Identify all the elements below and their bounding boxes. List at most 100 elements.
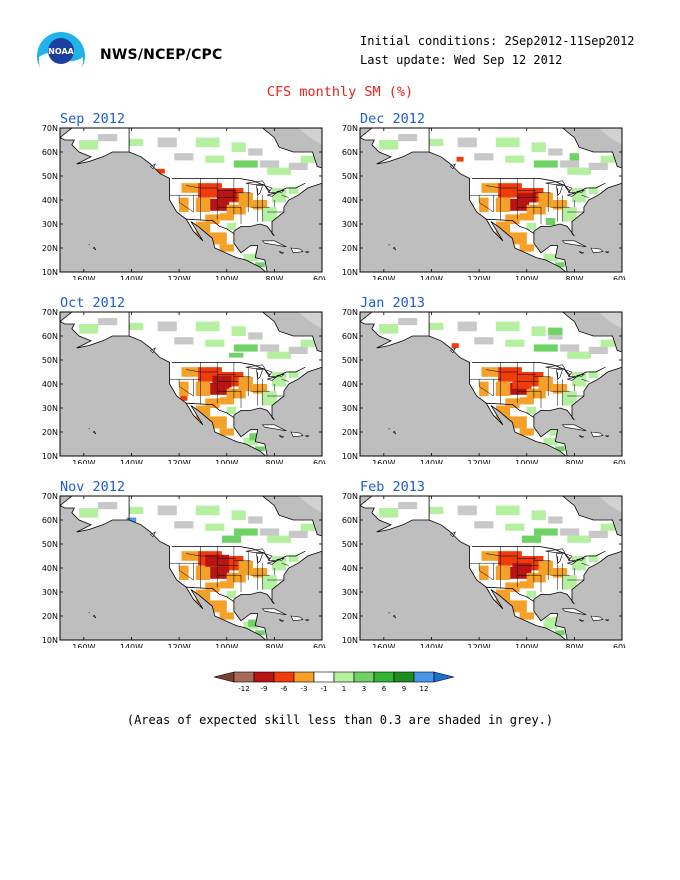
anomaly-cell (260, 528, 280, 536)
anomaly-cell (255, 630, 265, 636)
anomaly-cell (505, 523, 525, 531)
y-tick-label: 50N (42, 356, 58, 365)
anomaly-cell (174, 153, 194, 161)
anomaly-cell (252, 568, 268, 578)
anomaly-cell (231, 510, 246, 520)
x-tick-label: 160W (372, 275, 395, 280)
anomaly-cell (288, 530, 308, 538)
anomaly-cell (379, 324, 399, 334)
anomaly-cell (267, 167, 291, 175)
y-tick-label: 20N (42, 428, 58, 437)
anomaly-cell (205, 523, 225, 531)
anomaly-cell (129, 322, 144, 330)
anomaly-cell (252, 384, 268, 394)
x-tick-label: 80W (565, 275, 583, 280)
y-tick-label: 60N (342, 148, 358, 157)
anomaly-cell (219, 213, 234, 221)
anomaly-cell (552, 568, 568, 578)
x-tick-label: 140W (120, 275, 143, 280)
anomaly-cell (255, 262, 265, 268)
anomaly-cell (267, 351, 291, 359)
anomaly-cell (79, 140, 99, 150)
anomaly-cell (248, 619, 263, 627)
x-tick-label: 60W (613, 459, 626, 464)
anomaly-cell (474, 153, 494, 161)
x-tick-label: 80W (565, 643, 583, 648)
panel-title-1: Dec 2012 (360, 111, 426, 127)
colorbar-swatch (253, 671, 275, 683)
anomaly-cell (474, 521, 494, 529)
anomaly-cell (474, 337, 494, 345)
anomaly-cell (555, 630, 565, 636)
anomaly-cell (126, 517, 137, 523)
anomaly-layer (79, 502, 315, 638)
anomaly-cell (217, 189, 237, 202)
anomaly-cell (262, 575, 277, 590)
footnote: (Areas of expected skill less than 0.3 a… (126, 713, 554, 727)
anomaly-cell (205, 398, 220, 408)
anomaly-cell (429, 322, 444, 330)
anomaly-cell (498, 367, 522, 382)
map-svg-4: 70N 60N 50N 40N 30N 20N 10N 160W 140W 120W 100W 80W… (42, 492, 326, 648)
y-tick-label: 50N (342, 172, 358, 181)
anomaly-cell (226, 572, 246, 583)
y-tick-label: 30N (42, 404, 58, 413)
colorbar-swatch (233, 671, 255, 683)
anomaly-cell (548, 516, 563, 524)
anomaly-cell (98, 318, 118, 326)
x-tick-label: 160W (72, 275, 95, 280)
x-tick-label: 60W (613, 275, 626, 280)
anomaly-cell (195, 197, 211, 212)
y-tick-label: 20N (342, 244, 358, 253)
anomaly-cell (179, 565, 189, 580)
y-tick-label: 40N (42, 380, 58, 389)
y-tick-label: 20N (42, 244, 58, 253)
anomaly-cell (560, 344, 580, 352)
y-tick-label: 40N (42, 196, 58, 205)
anomaly-cell (231, 326, 246, 336)
anomaly-cell (155, 168, 165, 174)
panel-title-4: Nov 2012 (60, 479, 126, 495)
anomaly-cell (548, 332, 563, 340)
anomaly-cell (262, 207, 277, 222)
x-tick-label: 120W (467, 275, 490, 280)
anomaly-cell (555, 262, 565, 268)
y-tick-label: 30N (342, 404, 358, 413)
anomaly-cell (181, 367, 201, 377)
anomaly-cell (588, 554, 599, 562)
map-svg-0: 70N 60N 50N 40N 30N 20N 10N 160W 140W 120W 100W 80W… (42, 124, 326, 280)
x-tick-label: 60W (313, 275, 326, 280)
x-tick-label: 140W (420, 275, 443, 280)
y-tick-label: 50N (42, 172, 58, 181)
anomaly-cell (179, 381, 189, 396)
anomaly-cell (210, 198, 230, 211)
anomaly-cell (226, 406, 237, 414)
anomaly-cell (300, 523, 315, 531)
anomaly-cell (481, 551, 501, 561)
last-update: Last update: Wed Sep 12 2012 (360, 53, 563, 67)
x-tick-label: 140W (420, 459, 443, 464)
anomaly-cell (288, 186, 299, 194)
panel-title-3: Jan 2013 (360, 295, 426, 311)
anomaly-layer (379, 134, 615, 270)
x-tick-label: 100W (515, 459, 538, 464)
anomaly-cell (588, 530, 608, 538)
anomaly-cell (567, 167, 591, 175)
colorbar-label: -1 (321, 685, 328, 693)
y-tick-label: 30N (42, 588, 58, 597)
anomaly-cell (543, 622, 558, 630)
anomaly-cell (533, 528, 558, 536)
anomaly-cell (479, 565, 489, 580)
colorbar-label: -6 (281, 685, 289, 693)
y-tick-label: 70N (42, 492, 58, 501)
anomaly-layer (79, 134, 315, 272)
anomaly-cell (481, 183, 501, 193)
anomaly-cell (526, 590, 537, 598)
anomaly-cell (543, 254, 558, 262)
anomaly-cell (129, 138, 144, 146)
anomaly-cell (505, 582, 520, 592)
map-panel-3: 70N 60N 50N 40N 30N 20N 10N 160W 140W 120W 100W 80W… (336, 308, 626, 464)
y-tick-label: 60N (342, 332, 358, 341)
colorbar-label: 6 (382, 685, 387, 693)
y-tick-label: 40N (342, 380, 358, 389)
